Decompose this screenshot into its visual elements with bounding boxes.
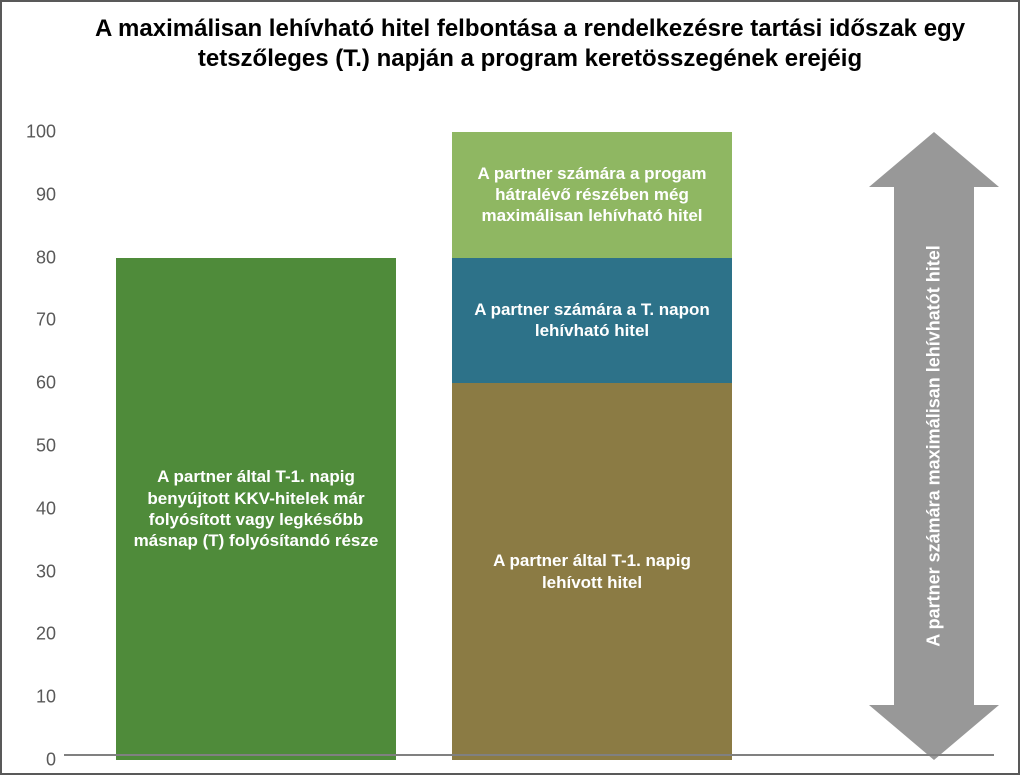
col2-seg3-label: A partner számára a progam hátralévő rés… xyxy=(466,163,718,227)
col1-seg1-label: A partner által T-1. napig benyújtott KK… xyxy=(130,466,382,551)
y-tick-0: 0 xyxy=(2,750,56,771)
col2-seg3: A partner számára a progam hátralévő rés… xyxy=(452,132,732,258)
y-tick-60: 60 xyxy=(2,373,56,394)
chart-title: A maximálisan lehívható hitel felbontása… xyxy=(82,14,978,74)
y-tick-70: 70 xyxy=(2,310,56,331)
x-axis-line xyxy=(64,754,994,756)
y-tick-100: 100 xyxy=(2,122,56,143)
col2-seg1-label: A partner által T-1. napig lehívott hite… xyxy=(466,550,718,593)
col2-seg1: A partner által T-1. napig lehívott hite… xyxy=(452,383,732,760)
column-2: A partner által T-1. napig lehívott hite… xyxy=(452,132,732,760)
y-tick-80: 80 xyxy=(2,247,56,268)
column-1: A partner által T-1. napig benyújtott KK… xyxy=(116,258,396,760)
y-tick-50: 50 xyxy=(2,436,56,457)
y-tick-30: 30 xyxy=(2,561,56,582)
col1-seg1: A partner által T-1. napig benyújtott KK… xyxy=(116,258,396,760)
y-tick-90: 90 xyxy=(2,184,56,205)
y-tick-10: 10 xyxy=(2,687,56,708)
col2-seg2-label: A partner számára a T. napon lehívható h… xyxy=(466,299,718,342)
max-credit-arrow: A partner számára maximálisan lehívhatót… xyxy=(869,132,999,760)
plot-area: A partner által T-1. napig benyújtott KK… xyxy=(64,132,994,760)
chart-frame: A maximálisan lehívható hitel felbontása… xyxy=(0,0,1020,775)
y-tick-40: 40 xyxy=(2,498,56,519)
max-credit-arrow-label: A partner számára maximálisan lehívhatót… xyxy=(924,245,945,646)
y-tick-20: 20 xyxy=(2,624,56,645)
col2-seg2: A partner számára a T. napon lehívható h… xyxy=(452,258,732,384)
